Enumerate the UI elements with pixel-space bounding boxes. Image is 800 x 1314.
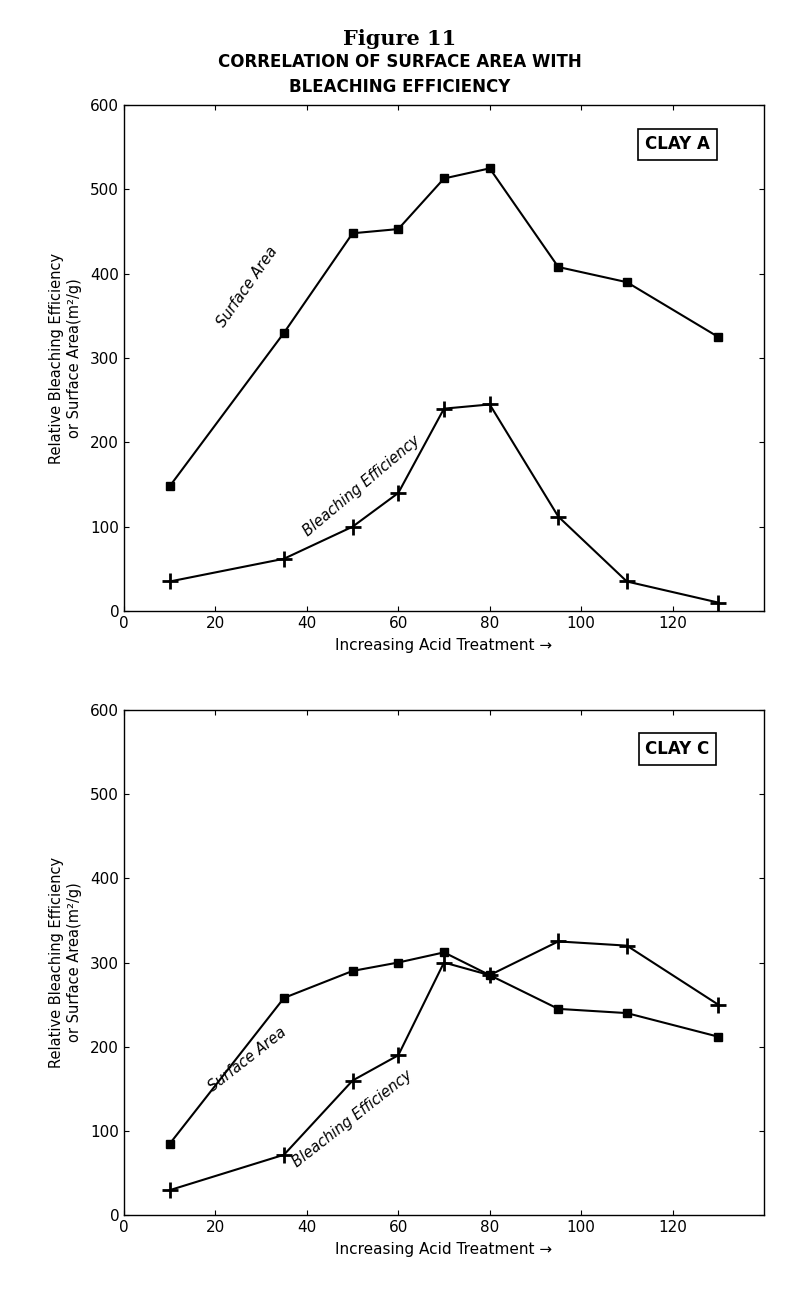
- X-axis label: Increasing Acid Treatment →: Increasing Acid Treatment →: [335, 1242, 553, 1257]
- Text: CORRELATION OF SURFACE AREA WITH
BLEACHING EFFICIENCY: CORRELATION OF SURFACE AREA WITH BLEACHI…: [218, 53, 582, 96]
- Text: CLAY A: CLAY A: [645, 135, 710, 154]
- Text: Surface Area: Surface Area: [214, 243, 281, 330]
- Text: CLAY C: CLAY C: [646, 740, 710, 758]
- Text: Surface Area: Surface Area: [206, 1025, 289, 1095]
- Y-axis label: Relative Bleaching Efficiency
or Surface Area(m²/g): Relative Bleaching Efficiency or Surface…: [50, 252, 82, 464]
- Text: Bleaching Efficiency: Bleaching Efficiency: [290, 1067, 415, 1169]
- Y-axis label: Relative Bleaching Efficiency
or Surface Area(m²/g): Relative Bleaching Efficiency or Surface…: [50, 857, 82, 1068]
- X-axis label: Increasing Acid Treatment →: Increasing Acid Treatment →: [335, 637, 553, 653]
- Text: Figure 11: Figure 11: [343, 29, 457, 49]
- Text: Bleaching Efficiency: Bleaching Efficiency: [301, 434, 423, 539]
